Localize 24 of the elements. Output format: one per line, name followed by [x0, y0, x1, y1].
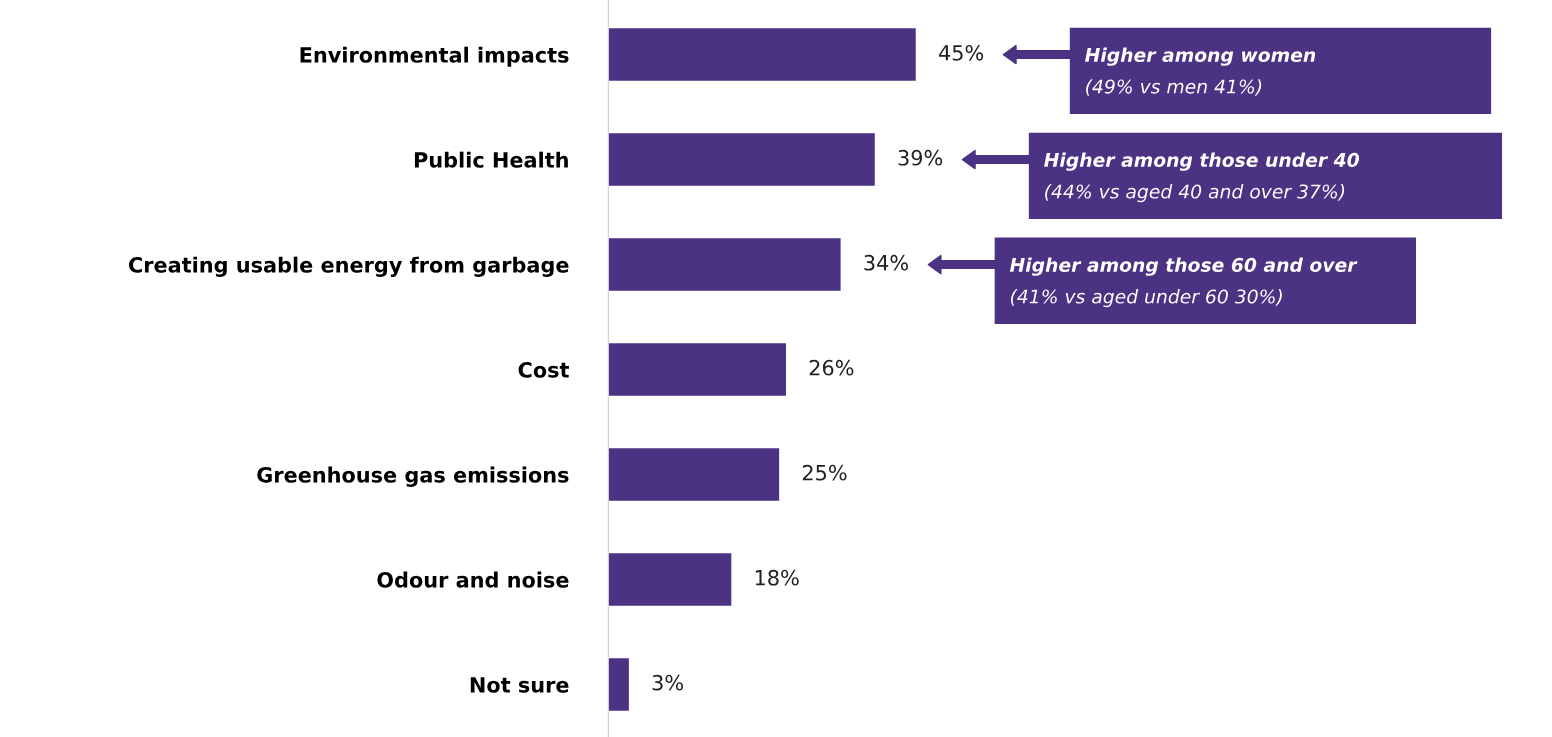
- data-label: 26%: [809, 359, 854, 376]
- text: Higher among those under 40 (44% vs aged 40 and over 37%): [1044, 152, 1360, 203]
- y-tick-label: Greenhouse gas emissions: [257, 466, 569, 487]
- bar: [608, 28, 916, 81]
- text: Higher among women (49% vs men 41%): [1085, 47, 1316, 96]
- bar: [608, 658, 629, 711]
- y-tick-label: Not sure: [470, 677, 569, 693]
- bar: [608, 133, 875, 186]
- y-tick-label: Creating usable energy from garbage: [128, 256, 569, 277]
- y-tick-label: Public Health: [414, 151, 568, 168]
- data-label: 34%: [864, 254, 908, 271]
- data-label: 39%: [898, 149, 943, 166]
- y-tick-label: Environmental impacts: [300, 46, 569, 67]
- bar: [608, 553, 732, 606]
- bar: [608, 343, 786, 396]
- bar: [608, 238, 841, 291]
- y-tick-label: Odour and noise: [377, 571, 569, 588]
- y-tick-label: Cost: [518, 362, 570, 378]
- data-label: 18%: [755, 569, 799, 586]
- data-label: 45%: [938, 44, 984, 61]
- data-label: 25%: [802, 464, 847, 481]
- bar: [608, 448, 780, 501]
- text: Higher among those 60 and over (41% vs aged under 60 30%): [1009, 257, 1358, 308]
- data-label: 3%: [652, 674, 683, 691]
